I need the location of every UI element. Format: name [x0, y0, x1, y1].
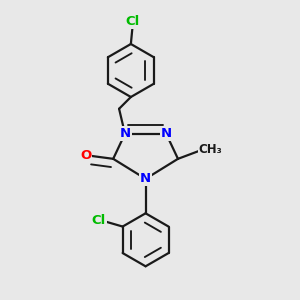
Text: O: O — [80, 149, 92, 162]
Text: Cl: Cl — [92, 214, 106, 227]
Text: N: N — [119, 127, 130, 140]
Text: N: N — [160, 127, 172, 140]
Text: Cl: Cl — [125, 15, 140, 28]
Text: CH₃: CH₃ — [199, 143, 222, 157]
Text: N: N — [140, 172, 151, 185]
